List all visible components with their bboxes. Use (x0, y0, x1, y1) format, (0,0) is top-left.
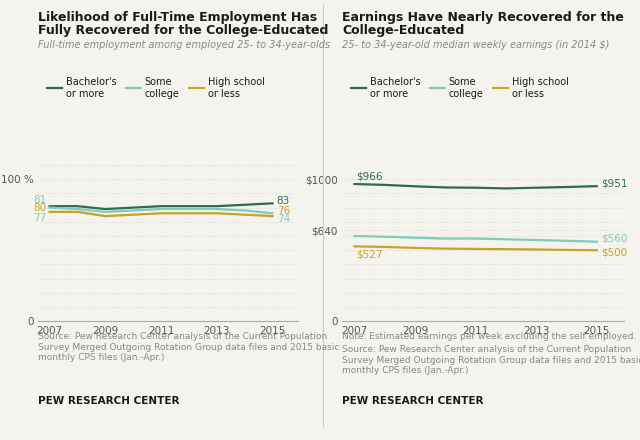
Text: 81: 81 (33, 195, 47, 205)
Text: $560: $560 (601, 234, 627, 244)
Text: $966: $966 (356, 171, 383, 181)
Legend: Bachelor's
or more, Some
college, High school
or less: Bachelor's or more, Some college, High s… (348, 73, 572, 103)
Text: 76: 76 (276, 205, 290, 216)
Text: $951: $951 (601, 178, 627, 188)
Text: Likelihood of Full-Time Employment Has: Likelihood of Full-Time Employment Has (38, 11, 317, 24)
Text: PEW RESEARCH CENTER: PEW RESEARCH CENTER (342, 396, 484, 406)
Text: Fully Recovered for the College-Educated: Fully Recovered for the College-Educated (38, 24, 329, 37)
Legend: Bachelor's
or more, Some
college, High school
or less: Bachelor's or more, Some college, High s… (44, 73, 268, 103)
Text: $527: $527 (356, 249, 383, 259)
Text: 83: 83 (276, 195, 290, 205)
Text: PEW RESEARCH CENTER: PEW RESEARCH CENTER (38, 396, 180, 406)
Text: 25- to 34-year-old median weekly earnings (in 2014 $): 25- to 34-year-old median weekly earning… (342, 40, 610, 50)
Text: $500: $500 (601, 248, 627, 258)
Text: College-Educated: College-Educated (342, 24, 465, 37)
Text: Full-time employment among employed 25- to 34-year-olds: Full-time employment among employed 25- … (38, 40, 330, 50)
Text: 77: 77 (33, 213, 47, 223)
Text: 80: 80 (34, 202, 47, 213)
Text: Earnings Have Nearly Recovered for the: Earnings Have Nearly Recovered for the (342, 11, 624, 24)
Text: 74: 74 (276, 214, 290, 224)
Text: Note: Estimated earnings per week excluding the self employed.: Note: Estimated earnings per week exclud… (342, 332, 637, 341)
Text: Source: Pew Research Center analysis of the Current Population
Survey Merged Out: Source: Pew Research Center analysis of … (342, 345, 640, 375)
Text: Source: Pew Research Center analysis of the Current Population
Survey Merged Out: Source: Pew Research Center analysis of … (38, 332, 340, 362)
